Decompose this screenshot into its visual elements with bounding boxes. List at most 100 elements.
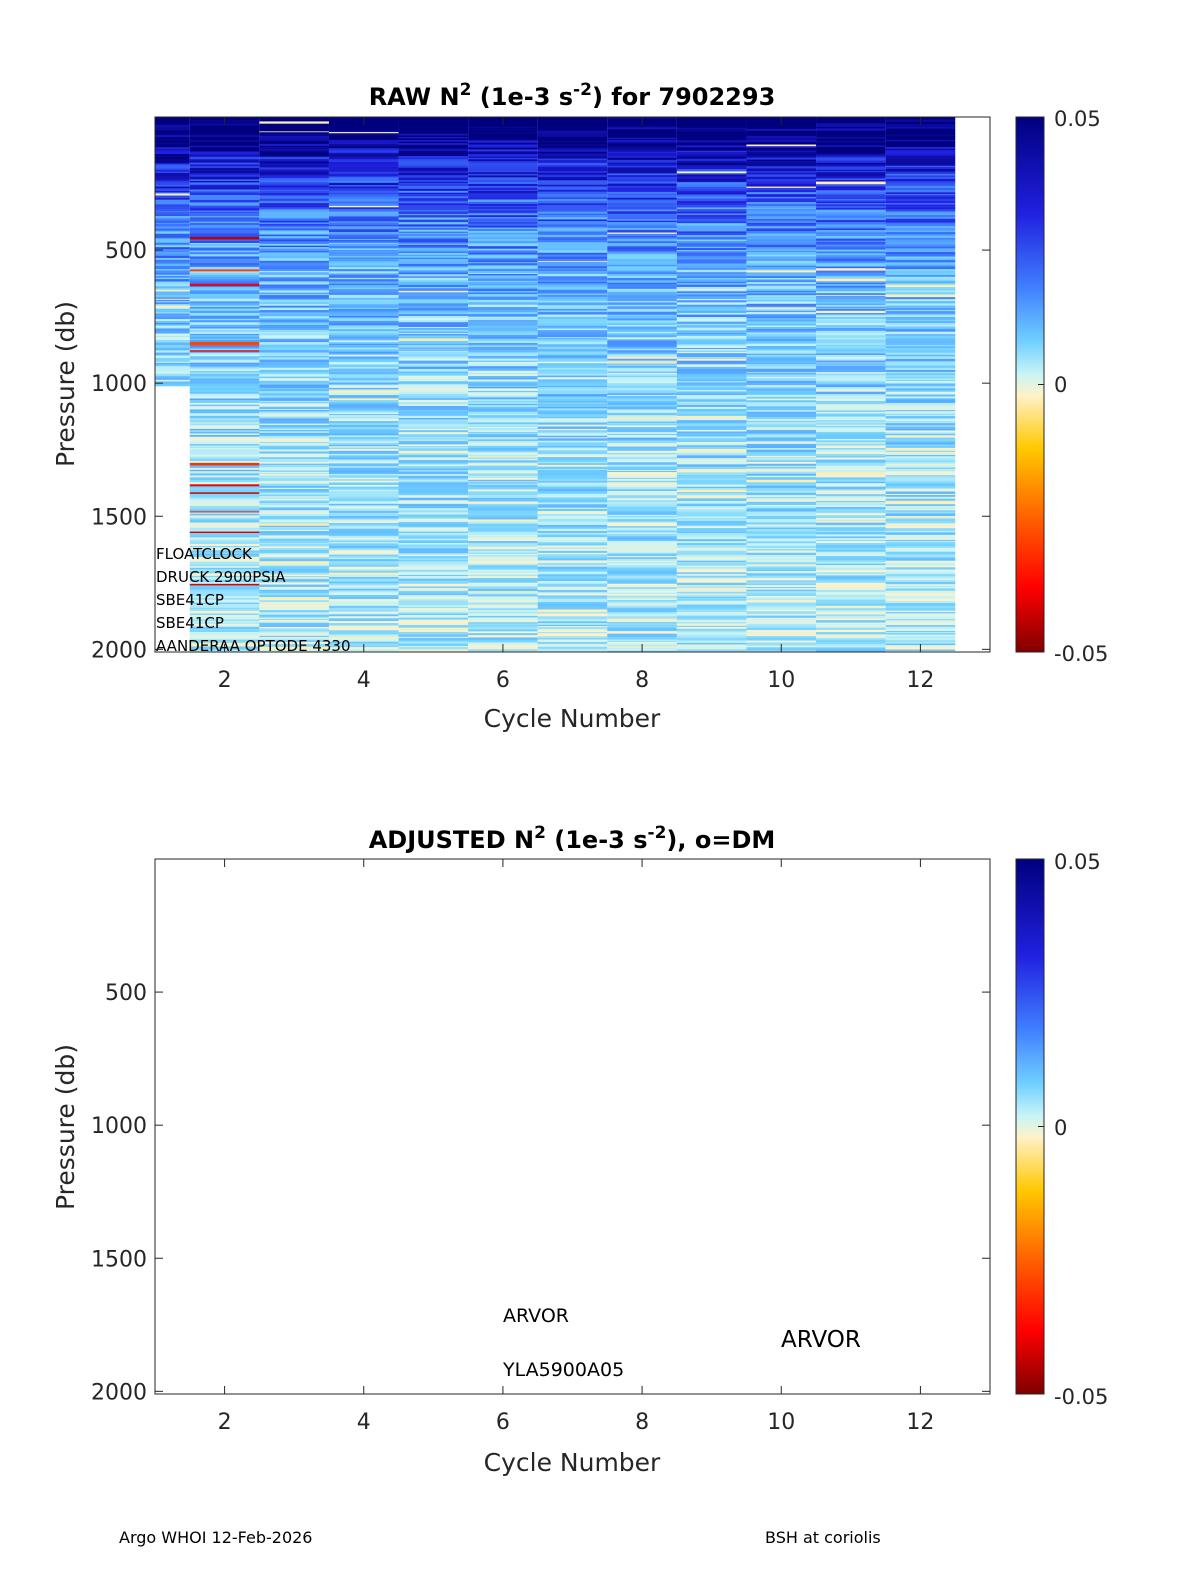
heat-cell — [398, 266, 469, 268]
heat-cell — [607, 325, 677, 327]
heat-cell — [398, 349, 469, 352]
heat-cell — [189, 561, 260, 563]
heat-cell — [468, 484, 538, 488]
heat-cell — [885, 318, 956, 321]
heat-cell — [816, 551, 886, 555]
heat-cell — [607, 618, 677, 621]
heat-cell — [816, 162, 886, 165]
heat-cell — [398, 368, 469, 372]
heat-cell — [398, 565, 469, 568]
heat-cell — [676, 330, 747, 333]
heat-cell — [537, 269, 608, 272]
heat-cell — [155, 367, 190, 370]
heat-cell — [816, 121, 886, 123]
heat-cell — [537, 560, 608, 564]
heat-cell — [537, 377, 608, 380]
heat-cell — [189, 378, 260, 380]
heat-cell — [537, 310, 608, 313]
heat-cell — [259, 546, 329, 549]
heat-cell — [259, 398, 329, 401]
heat-cell — [746, 428, 817, 431]
heat-cell — [676, 642, 747, 645]
heat-cell — [468, 355, 538, 359]
heat-cell — [537, 161, 608, 164]
heat-cell — [468, 604, 538, 607]
heat-cell — [607, 503, 677, 505]
heat-cell — [676, 434, 747, 437]
heat-cell — [676, 455, 747, 458]
heat-cell — [259, 322, 329, 326]
heat-cell — [189, 469, 260, 472]
heat-cell — [816, 367, 886, 371]
heat-cell — [746, 301, 817, 305]
heat-cell — [676, 356, 747, 360]
heat-cell — [816, 244, 886, 247]
heat-cell — [155, 353, 190, 356]
heat-cell — [746, 165, 817, 167]
heat-cell — [259, 374, 329, 378]
heat-cell — [398, 371, 469, 374]
profile-cycle-4 — [328, 117, 399, 652]
heat-cell — [676, 526, 747, 529]
heat-cell — [676, 284, 747, 288]
heat-cell — [189, 626, 260, 630]
heat-cell — [468, 392, 538, 394]
heat-cell — [676, 349, 747, 351]
heat-cell — [607, 337, 677, 340]
heat-cell — [259, 586, 329, 589]
heat-cell — [885, 464, 956, 466]
heat-cell — [259, 501, 329, 504]
heat-cell — [537, 445, 608, 448]
heat-cell — [885, 258, 956, 261]
heat-cell — [537, 428, 608, 431]
heat-cell — [537, 466, 608, 470]
heat-cell — [537, 221, 608, 224]
heat-cell — [328, 253, 399, 257]
heat-cell — [537, 211, 608, 215]
heat-cell — [607, 372, 677, 375]
heat-cell — [468, 635, 538, 638]
heat-cell — [537, 341, 608, 345]
heat-cell — [189, 233, 260, 236]
heat-cell — [816, 354, 886, 358]
heat-cell — [676, 612, 747, 614]
heat-cell — [328, 354, 399, 357]
heat-cell — [328, 574, 399, 577]
heat-cell — [468, 454, 538, 457]
heat-cell — [885, 633, 956, 635]
heat-cell — [676, 532, 747, 534]
heat-cell — [328, 634, 399, 638]
heat-cell — [607, 288, 677, 291]
heat-cell — [468, 419, 538, 422]
heat-cell — [816, 200, 886, 203]
heat-cell — [189, 388, 260, 391]
heat-cell — [328, 240, 399, 242]
heat-cell — [885, 414, 956, 417]
heat-cell — [398, 453, 469, 456]
heat-cell — [398, 251, 469, 254]
heat-cell — [607, 291, 677, 296]
heat-cell — [398, 333, 469, 336]
heat-cell — [468, 334, 538, 338]
heat-cell — [189, 311, 260, 314]
heat-cell — [816, 636, 886, 639]
heat-cell — [189, 292, 260, 295]
heat-cell — [746, 166, 817, 169]
heat-cell — [189, 567, 260, 570]
heat-cell — [155, 282, 190, 286]
heat-cell — [155, 381, 190, 384]
heat-cell — [537, 390, 608, 393]
heat-cell — [816, 623, 886, 626]
heat-cell — [468, 344, 538, 347]
heat-cell — [746, 370, 817, 373]
heat-cell — [537, 205, 608, 208]
heat-cell — [398, 391, 469, 395]
heat-cell — [398, 535, 469, 538]
heat-cell — [676, 578, 747, 581]
heat-cell — [328, 486, 399, 489]
heat-cell — [885, 619, 956, 621]
heat-cell — [607, 168, 677, 171]
heat-cell — [328, 489, 399, 492]
heat-cell — [607, 358, 677, 362]
heat-cell — [468, 370, 538, 374]
